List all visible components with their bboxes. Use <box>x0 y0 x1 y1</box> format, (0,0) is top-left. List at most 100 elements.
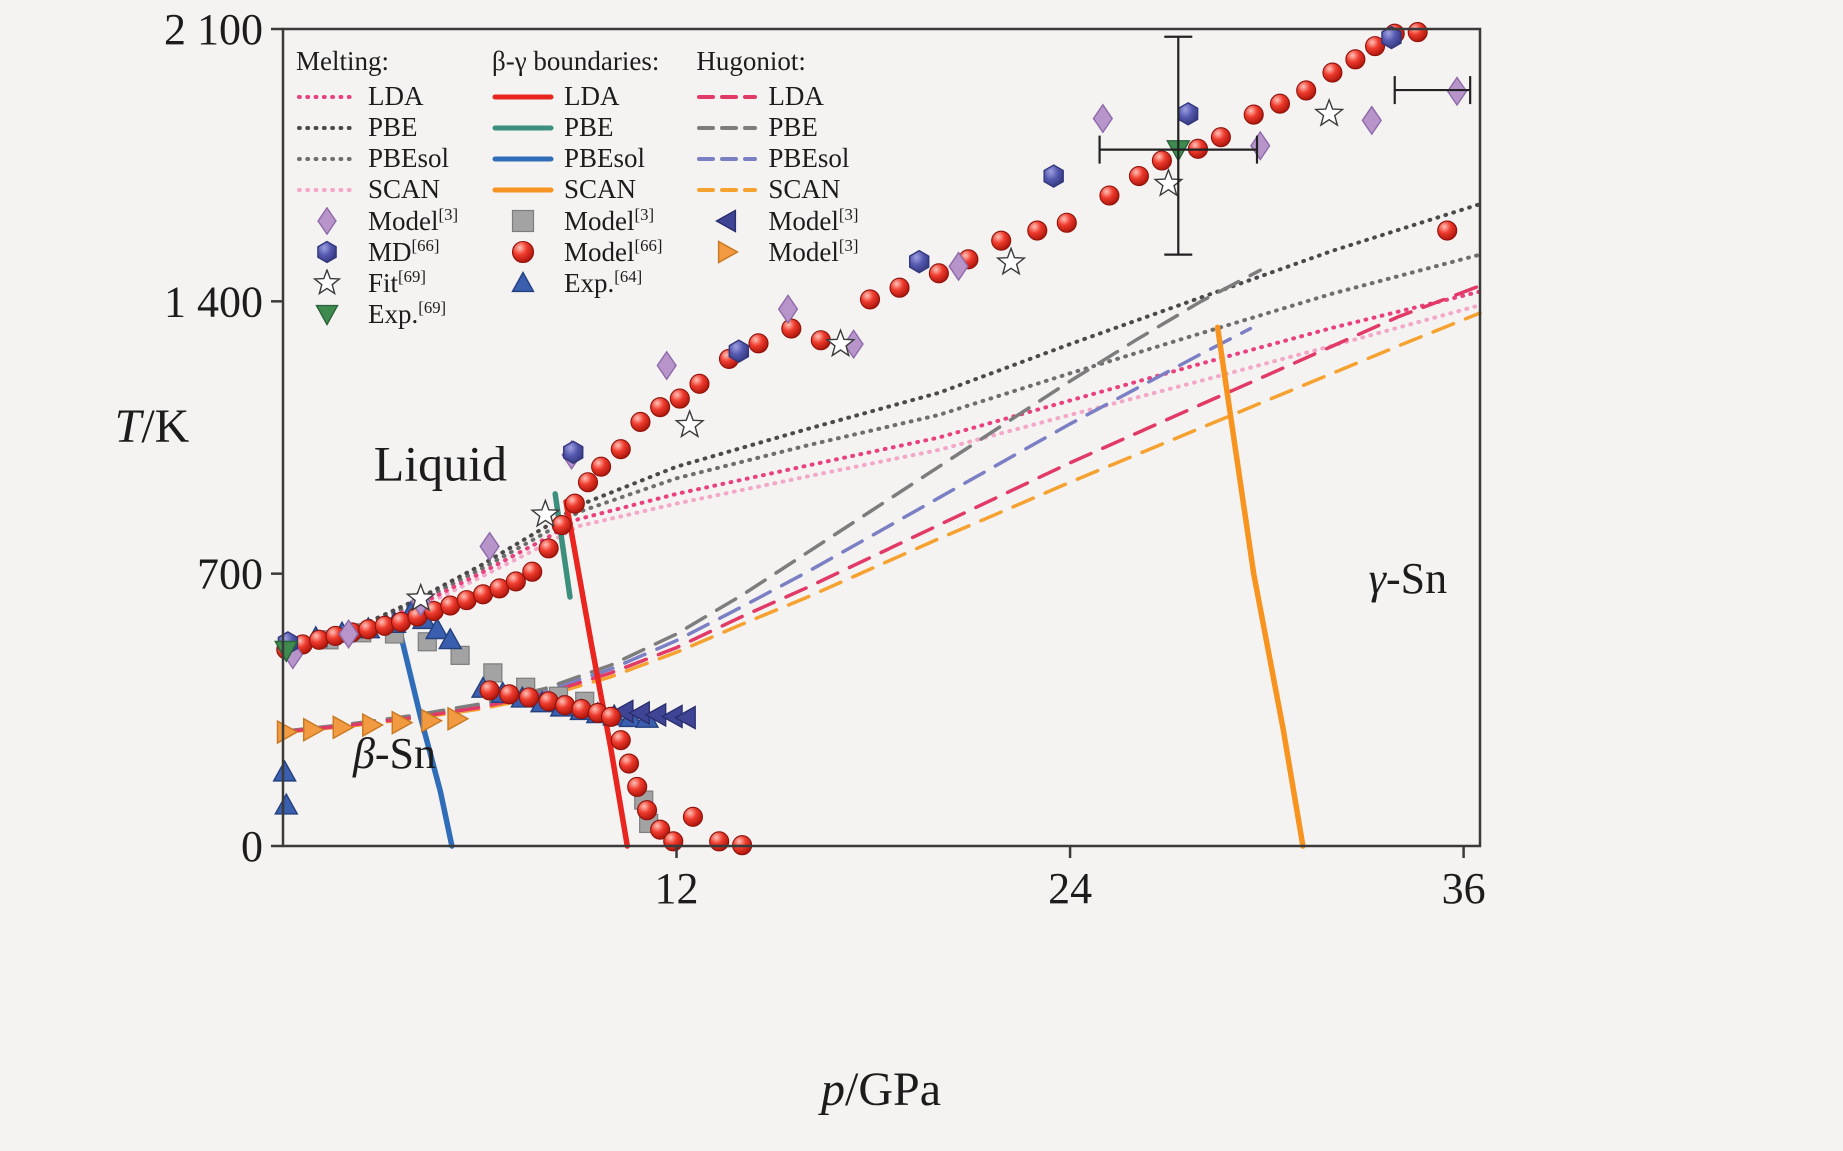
legend-line-sample-icon <box>696 83 758 111</box>
line-hugoniot-lda <box>281 284 1482 734</box>
plot-border <box>281 27 1482 848</box>
legend-star-icon <box>296 268 358 297</box>
legend-label: LDA <box>564 81 620 112</box>
y-tick-label: 0 <box>241 822 263 871</box>
legend-line-sample-icon <box>296 176 358 204</box>
error-bar <box>1098 35 1259 256</box>
legend-label: PBEsol <box>768 143 850 174</box>
legend-item-lda: LDA <box>296 81 458 112</box>
x-tick-label: 24 <box>1048 864 1092 913</box>
legend-square-icon <box>492 207 554 235</box>
legend-header: Hugoniot: <box>696 46 806 76</box>
y-tick-label: 2 100 <box>164 5 263 54</box>
series-bg-model66-spheres <box>479 680 753 856</box>
legend-item-scan: SCAN <box>296 174 458 205</box>
legend-label: LDA <box>368 81 424 112</box>
legend-column-0: Melting: LDA PBE PBEsol SCAN Model[3] MD[66] Fi… <box>296 46 458 329</box>
error-bars-layer <box>1098 35 1472 256</box>
legend-line-sample-icon <box>492 114 554 142</box>
series-melt-exp69-triangles <box>274 140 1191 663</box>
legend-item-lda: LDA <box>696 81 858 112</box>
legend-label: PBEsol <box>368 143 450 174</box>
legend-column-2: Hugoniot: LDA PBE PBEsol SCAN Model[3] Model[3… <box>696 46 858 329</box>
legend-line-sample-icon <box>492 145 554 173</box>
legend-label: LDA <box>768 81 824 112</box>
legend: Melting: LDA PBE PBEsol SCAN Model[3] MD[66] Fi… <box>296 46 858 329</box>
legend-line-sample-icon <box>296 114 358 142</box>
x-axis-label: p/GPa <box>818 1063 941 1116</box>
series-hug-model3-left-triangles <box>611 699 696 730</box>
legend-label: Model[3] <box>368 204 459 236</box>
legend-label: Model[66] <box>564 235 663 267</box>
legend-sphere-icon <box>492 238 554 266</box>
legend-item-exp-69-: Exp.[69] <box>296 298 458 329</box>
legend-item-pbesol: PBEsol <box>492 143 662 174</box>
x-tick-label: 12 <box>655 864 699 913</box>
line-hugoniot-pbesol <box>281 326 1253 734</box>
region-label-liquid: Liquid <box>374 435 507 491</box>
legend-item-pbesol: PBEsol <box>296 143 458 174</box>
legend-item-fit-69-: Fit[69] <box>296 267 458 298</box>
y-tick-label: 700 <box>197 550 263 599</box>
legend-item-pbe: PBE <box>492 112 662 143</box>
error-bar <box>1393 76 1472 105</box>
legend-item-pbe: PBE <box>696 112 858 143</box>
legend-item-model-66-: Model[66] <box>492 236 662 267</box>
legend-triangle-left-icon <box>696 207 758 235</box>
line-beta-gamma-lda <box>563 498 631 849</box>
line-hugoniot-pbe <box>281 268 1263 733</box>
line-melting-scan <box>281 303 1482 653</box>
line-beta-gamma-pbesol <box>393 612 455 849</box>
legend-item-pbe: PBE <box>296 112 458 143</box>
y-axis-label: T/K <box>115 400 190 453</box>
legend-diamond-icon <box>296 206 358 235</box>
series-melt-model66-spheres <box>276 22 1458 660</box>
legend-hexagon-icon <box>296 238 358 266</box>
legend-label: PBE <box>564 112 614 143</box>
region-label-beta-sn: β-Sn <box>352 729 436 778</box>
legend-item-scan: SCAN <box>492 174 662 205</box>
legend-label: Model[3] <box>768 204 859 236</box>
legend-label: PBEsol <box>564 143 646 174</box>
legend-label: Model[3] <box>768 235 859 267</box>
x-tick-label: 36 <box>1442 864 1486 913</box>
legend-line-sample-icon <box>492 83 554 111</box>
line-melting-lda <box>281 289 1482 652</box>
line-hugoniot-scan <box>281 311 1482 735</box>
legend-label: PBE <box>368 112 418 143</box>
axis-ticks-layer: 12 24 36 0 700 1 400 2 100 <box>164 5 1486 913</box>
legend-item-exp-64-: Exp.[64] <box>492 267 662 298</box>
legend-column-1: β-γ boundaries: LDA PBE PBEsol SCAN Model[3] M… <box>492 46 662 329</box>
legend-label: Exp.[69] <box>368 297 447 329</box>
legend-label: Model[3] <box>564 204 655 236</box>
legend-item-model-3-: Model[3] <box>492 205 662 236</box>
region-label-gamma-sn: γ-Sn <box>1369 554 1447 603</box>
legend-triangle-down-icon <box>296 300 358 328</box>
legend-line-sample-icon <box>696 145 758 173</box>
scatter-layer <box>272 22 1468 856</box>
legend-item-model-3-: Model[3] <box>696 236 858 267</box>
legend-label: MD[66] <box>368 235 440 267</box>
legend-item-model-3-: Model[3] <box>696 205 858 236</box>
legend-header: Melting: <box>296 46 389 76</box>
legend-line-sample-icon <box>696 176 758 204</box>
legend-label: Exp.[64] <box>564 266 643 298</box>
legend-triangle-right-icon <box>696 238 758 266</box>
legend-label: PBE <box>768 112 818 143</box>
legend-item-md-66-: MD[66] <box>296 236 458 267</box>
legend-item-lda: LDA <box>492 81 662 112</box>
legend-label: SCAN <box>564 174 637 205</box>
legend-line-sample-icon <box>492 176 554 204</box>
legend-line-sample-icon <box>296 83 358 111</box>
legend-label: SCAN <box>768 174 841 205</box>
legend-triangle-up-icon <box>492 269 554 297</box>
y-tick-label: 1 400 <box>164 277 263 326</box>
legend-line-sample-icon <box>696 114 758 142</box>
legend-header: β-γ boundaries: <box>492 46 660 76</box>
line-beta-gamma-scan <box>1214 324 1306 849</box>
legend-label: SCAN <box>368 174 441 205</box>
legend-item-pbesol: PBEsol <box>696 143 858 174</box>
legend-item-scan: SCAN <box>696 174 858 205</box>
